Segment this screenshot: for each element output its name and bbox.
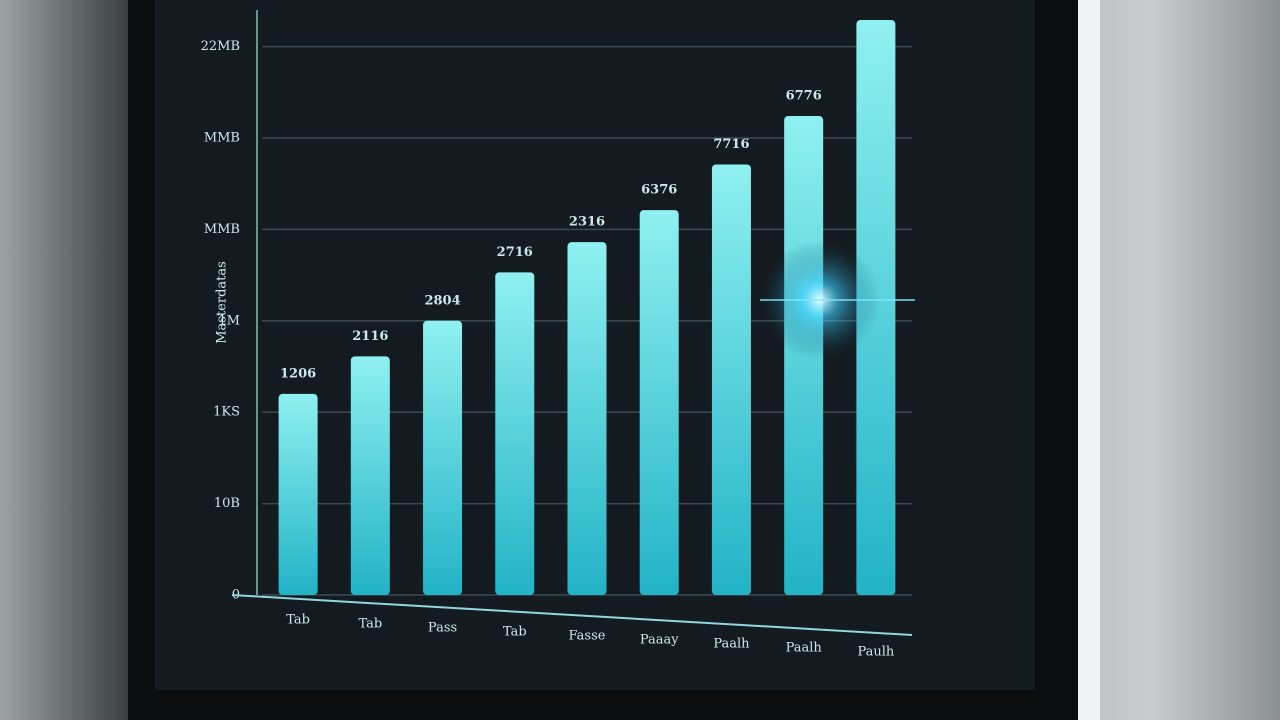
bar: [423, 320, 463, 595]
x-tick-label: Paulh: [857, 645, 894, 660]
bar: [278, 393, 318, 595]
bar-annotation: 2316: [569, 215, 605, 230]
bar-annotation: 6376: [641, 183, 677, 198]
y-tick-label: 1KS: [213, 405, 240, 420]
x-axis: [231, 594, 913, 636]
bar-annotation: 2116: [352, 329, 388, 344]
bar: [639, 210, 679, 595]
y-tick-label: 22MB: [201, 39, 240, 54]
y-tick-label: MMB: [204, 222, 240, 237]
x-tick-label: Tab: [358, 617, 382, 632]
bar: [711, 164, 751, 595]
x-tick-label: Paaay: [640, 633, 679, 648]
bar: [567, 242, 607, 595]
x-tick-label: Tab: [503, 625, 527, 640]
y-tick-label: MMB: [204, 130, 240, 145]
y-axis-title: Masterdatas: [215, 261, 230, 344]
x-tick-label: Tab: [286, 613, 310, 628]
y-tick-label: 10B: [214, 496, 240, 511]
bar: [495, 272, 535, 595]
y-tick-label: 1M: [218, 313, 240, 328]
bar-annotation: 2716: [497, 245, 533, 260]
x-tick-label: Paalh: [786, 641, 823, 656]
bar-annotation: 6776: [786, 89, 822, 104]
x-tick-label: Paalh: [713, 637, 750, 652]
x-tick-label: Fasse: [569, 629, 606, 644]
bar-annotation: 2804: [424, 293, 460, 308]
x-tick-label: Pass: [428, 621, 457, 636]
bar: [350, 356, 390, 595]
bar-annotation: 1206: [280, 366, 316, 381]
bar-annotation: 7716: [713, 137, 749, 152]
